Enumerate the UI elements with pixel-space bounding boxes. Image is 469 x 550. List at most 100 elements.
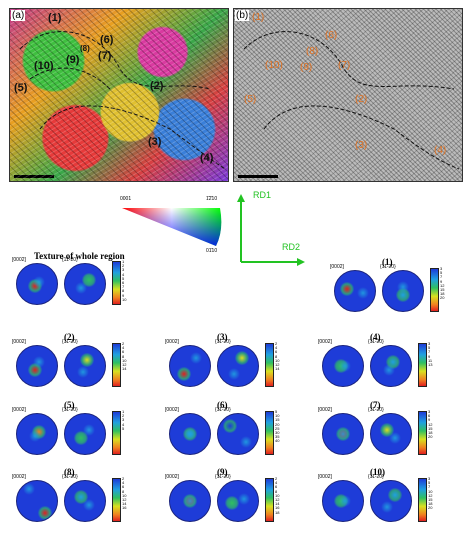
scale-bar xyxy=(14,175,54,178)
region-label-b-5: (5) xyxy=(244,94,257,105)
texture-minor-0-r8 xyxy=(23,483,35,495)
texture-minor-1-r9 xyxy=(238,493,250,505)
texture-minor-1-r5 xyxy=(83,424,95,436)
region-label-b-1: (1) xyxy=(252,12,265,23)
pole-figure-basal-r8 xyxy=(16,480,58,522)
region-title-r10: (10) xyxy=(370,467,385,477)
colorbar-values-r10: 3 5 7 10 12 15 18 20 xyxy=(428,476,433,511)
ipf-label-0001: 0001 xyxy=(120,196,132,202)
scale-bar-b xyxy=(238,175,278,178)
region-label-10: (10) xyxy=(34,60,54,72)
region-label-1: (1) xyxy=(48,12,62,24)
colorbar-values-r3: 2 4 6 8 10 12 14 xyxy=(275,341,280,372)
texture-peak-1-r9 xyxy=(225,496,239,510)
texture-minor-1-r6 xyxy=(240,436,252,448)
pole-label-basal-r8: [0002] xyxy=(12,474,26,480)
rd-axes xyxy=(237,194,305,266)
pole-figure-basal-r10 xyxy=(322,480,364,522)
texture-minor-0-r5 xyxy=(29,430,41,442)
texture-peak-1-r10 xyxy=(388,488,402,502)
band-contrast-map xyxy=(233,8,463,182)
colorbar-values-whole: 1 2 3 4 5 6 7 8 9 10 xyxy=(122,259,127,302)
region-title-r9: (9) xyxy=(217,467,228,477)
ipf-label-1210: 1̄2̄10 xyxy=(206,196,218,202)
texture-minor-0-r10 xyxy=(339,495,351,507)
pole-figure-prism-r1 xyxy=(382,270,424,312)
pole-figure-prism-r5 xyxy=(64,413,106,455)
colorbar-values-r7: 3 6 9 12 15 18 20 xyxy=(428,409,433,440)
pole-figure-prism-r6 xyxy=(217,413,259,455)
colorbar-r8 xyxy=(112,478,121,522)
pole-figure-prism-r4 xyxy=(370,345,412,387)
texture-minor-0-r9 xyxy=(184,495,196,507)
colorbar-whole xyxy=(112,261,121,305)
colorbar-values-r5: 1 2 3 4 5 xyxy=(122,409,125,431)
panel-b-label: (b) xyxy=(235,10,250,21)
pole-label-basal-r4: [0002] xyxy=(318,339,332,345)
region-label-6: (6) xyxy=(100,34,114,46)
region-label-5: (5) xyxy=(14,82,28,94)
pole-label-prism-r3: {11-20} xyxy=(215,339,231,345)
texture-minor-0-r4 xyxy=(339,360,351,372)
texture-minor-0-r6 xyxy=(184,428,196,440)
texture-peak-1-r2 xyxy=(80,353,94,367)
pole-figure-basal-r1 xyxy=(334,270,376,312)
region-label-9: (9) xyxy=(66,54,80,66)
colorbar-r5 xyxy=(112,411,121,455)
pole-label-basal-r6: [0002] xyxy=(165,407,179,413)
texture-minor-0-r1 xyxy=(357,287,369,299)
texture-peak-0-r8 xyxy=(38,506,52,520)
colorbar-values-r4: 3 5 7 9 11 13 xyxy=(428,341,433,368)
texture-minor-1-whole xyxy=(75,282,87,294)
texture-minor-1-r1 xyxy=(397,281,409,293)
region-label-8: (8) xyxy=(80,44,90,53)
texture-minor-1-r4 xyxy=(383,364,395,376)
colorbar-r9 xyxy=(265,478,274,522)
pole-figure-prism-r3 xyxy=(217,345,259,387)
region-label-b-6: (6) xyxy=(325,30,338,41)
pole-label-prism-whole: {11-20} xyxy=(62,257,78,263)
texture-minor-1-r10 xyxy=(381,501,393,513)
texture-minor-0-r2 xyxy=(33,356,45,368)
region-label-2: (2) xyxy=(150,80,164,92)
whole-texture-title: Texture of whole region xyxy=(34,251,125,261)
pole-figure-prism-r9 xyxy=(217,480,259,522)
texture-minor-1-r2 xyxy=(77,366,89,378)
texture-peak-0-r3 xyxy=(177,367,191,381)
colorbar-r1 xyxy=(430,268,439,312)
pole-label-prism-r7: {11-20} xyxy=(368,407,384,413)
ipf-label-0110: 01̄10 xyxy=(206,248,218,254)
boundary-lines-b xyxy=(243,31,460,170)
region-label-b-3: (3) xyxy=(355,140,368,151)
rd2-label: RD2 xyxy=(282,242,301,252)
texture-peak-1-r6 xyxy=(223,419,237,433)
region-label-b-4: (4) xyxy=(434,145,447,156)
colorbar-values-r9: 2 4 6 8 10 12 14 16 18 xyxy=(275,476,280,515)
pole-label-prism-r2: {11-20} xyxy=(62,339,78,345)
pole-label-basal-r9: [0002] xyxy=(165,474,179,480)
region-label-b-9: (9) xyxy=(300,62,313,73)
ebsd-orientation-map xyxy=(9,8,229,182)
rd1-label: RD1 xyxy=(253,190,272,200)
texture-minor-1-r7 xyxy=(389,432,401,444)
colorbar-values-r6: 5 10 15 20 25 30 35 40 xyxy=(275,409,280,444)
colorbar-r6 xyxy=(265,411,274,455)
pole-label-basal-r10: [0002] xyxy=(318,474,332,480)
pole-label-prism-r8: {11-20} xyxy=(62,474,78,480)
colorbar-r10 xyxy=(418,478,427,522)
region-title-r7: (7) xyxy=(370,400,381,410)
texture-minor-1-r3 xyxy=(228,368,240,380)
pole-figure-basal-r7 xyxy=(322,413,364,455)
pole-figure-prism-r2 xyxy=(64,345,106,387)
pole-label-basal-r7: [0002] xyxy=(318,407,332,413)
pole-figure-prism-whole xyxy=(64,263,106,305)
texture-minor-0-whole xyxy=(33,276,45,288)
colorbar-r4 xyxy=(418,343,427,387)
texture-peak-1-r3 xyxy=(235,351,249,365)
ipf-color-key xyxy=(122,208,222,246)
colorbar-r3 xyxy=(265,343,274,387)
pole-label-basal-r3: [0002] xyxy=(165,339,179,345)
pole-figure-basal-whole xyxy=(16,263,58,305)
region-title-r6: (6) xyxy=(217,400,228,410)
pole-figure-basal-r3 xyxy=(169,345,211,387)
